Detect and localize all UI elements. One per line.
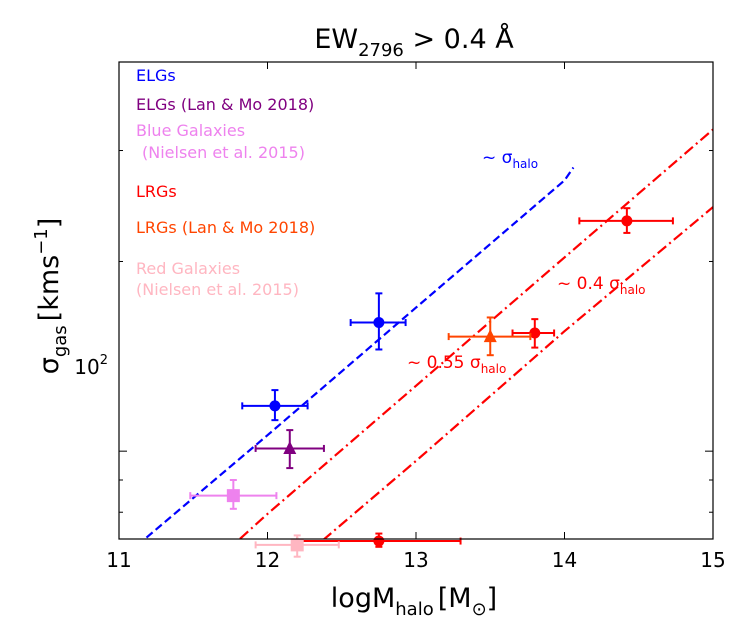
svg-text:σgas[kms−1]: σgas[kms−1] <box>31 218 71 375</box>
legend-entry: ELGs <box>136 66 176 85</box>
plot-frame <box>118 61 714 540</box>
x-tick-label: 12 <box>255 548 280 572</box>
data-point <box>189 478 278 510</box>
circle-marker <box>621 215 633 227</box>
data-point <box>254 429 325 470</box>
legend-entry: Red Galaxies <box>136 259 240 278</box>
legend-entry: (Nielsen et al. 2015) <box>136 280 299 299</box>
data-point <box>349 292 407 351</box>
square-marker <box>290 538 304 552</box>
reference-line-1 <box>143 166 575 539</box>
x-tick-label: 15 <box>700 548 725 572</box>
legend-entry: LRGs <box>136 182 177 201</box>
chart-title: EW2796 > 0.4 Å <box>314 23 514 61</box>
triangle-marker <box>283 440 297 454</box>
line-annotations: ~ σhalo ~ 0.55 σhalo ~ 0.4 σhalo <box>407 148 646 376</box>
legend-entry: LRGs (Lan & Mo 2018) <box>136 218 315 237</box>
square-marker <box>226 489 240 503</box>
y-tick-label-100: 102 <box>74 353 108 379</box>
reference-line-3 <box>322 206 713 539</box>
line-annotation: ~ 0.55 σhalo <box>407 353 506 376</box>
x-axis-label: logMhalo [M⊙] <box>331 583 497 620</box>
data-points <box>189 207 674 558</box>
line-annotation: ~ 0.4 σhalo <box>557 274 646 297</box>
circle-marker <box>373 317 385 329</box>
axis-ticks: 11 12 13 14 15 <box>106 62 726 572</box>
y-axis-label: σgas[kms−1] <box>31 218 71 375</box>
reference-line-2 <box>238 128 713 539</box>
x-tick-label: 13 <box>403 548 428 572</box>
legend-entry: Blue Galaxies <box>136 121 245 140</box>
data-point <box>578 207 674 234</box>
legend-entry: (Nielsen et al. 2015) <box>142 143 305 162</box>
x-tick-label: 14 <box>552 548 577 572</box>
legend-entry: ELGs (Lan & Mo 2018) <box>136 95 314 114</box>
data-point <box>241 389 309 422</box>
x-tick-label: 11 <box>106 548 131 572</box>
data-point <box>447 316 532 357</box>
reference-lines <box>143 128 713 539</box>
circle-marker <box>373 535 385 547</box>
circle-marker <box>529 327 541 339</box>
line-annotation: ~ σhalo <box>482 148 538 171</box>
data-point <box>296 532 462 548</box>
data-point <box>511 318 556 349</box>
legend: ELGs ELGs (Lan & Mo 2018) Blue Galaxies (Ni… <box>136 66 315 299</box>
circle-marker <box>269 400 281 412</box>
triangle-marker <box>483 329 497 343</box>
